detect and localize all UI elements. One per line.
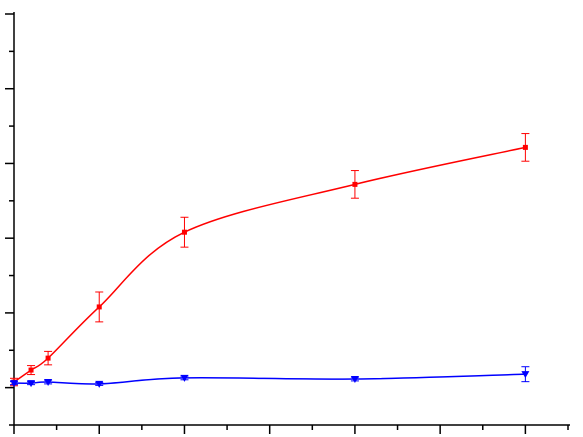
marker bbox=[522, 144, 528, 150]
series-line bbox=[13, 373, 526, 385]
marker bbox=[45, 355, 51, 361]
marker bbox=[10, 380, 18, 388]
marker bbox=[27, 380, 36, 388]
marker bbox=[44, 379, 53, 387]
marker bbox=[180, 374, 189, 382]
marker bbox=[181, 229, 187, 235]
marker bbox=[96, 304, 102, 310]
marker bbox=[521, 371, 530, 379]
marker bbox=[95, 380, 104, 388]
series-line bbox=[13, 146, 526, 383]
marker bbox=[352, 181, 358, 187]
marker bbox=[28, 367, 34, 373]
marker bbox=[350, 376, 359, 384]
